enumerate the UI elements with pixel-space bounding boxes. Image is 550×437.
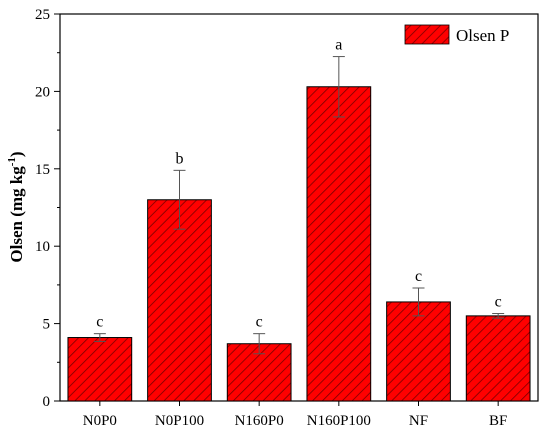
y-tick-label: 5 — [43, 317, 51, 333]
error-bars-group — [93, 56, 505, 355]
legend-swatch — [404, 24, 450, 45]
bars-group — [67, 86, 531, 402]
x-tick-label: BF — [489, 413, 507, 429]
y-axis-label: Olsen (mg kg-1) — [6, 151, 26, 262]
bar — [386, 301, 451, 402]
significance-label: c — [415, 268, 422, 285]
y-axis: 0 5 10 15 20 25 — [35, 7, 60, 410]
y-tick-label: 25 — [35, 7, 50, 23]
significance-label: c — [495, 294, 502, 311]
y-tick-label: 10 — [35, 239, 50, 255]
bar — [147, 199, 212, 402]
significance-label: c — [96, 314, 103, 331]
y-tick-label: 20 — [35, 84, 50, 100]
significance-label: a — [335, 37, 342, 54]
significance-label: b — [176, 150, 184, 167]
y-axis-label-main: Olsen (mg kg — [7, 166, 26, 263]
y-tick-label: 0 — [43, 394, 51, 410]
significance-labels-group: c b c a c c — [96, 37, 501, 331]
x-tick-label: N0P0 — [83, 413, 117, 429]
legend: Olsen P — [404, 24, 509, 45]
x-tick-label: NF — [409, 413, 428, 429]
x-axis: N0P0 N0P100 N160P0 N160P100 NF BF — [83, 401, 507, 429]
x-tick-label: N160P0 — [235, 413, 284, 429]
legend-label: Olsen P — [456, 26, 509, 45]
y-axis-label-superscript: -1 — [6, 157, 18, 166]
bar — [67, 337, 133, 402]
y-axis-label-close: ) — [7, 151, 26, 157]
x-tick-label: N0P100 — [155, 413, 204, 429]
bar — [306, 86, 372, 402]
x-tick-label: N160P100 — [307, 413, 371, 429]
significance-label: c — [256, 314, 263, 331]
y-tick-label: 15 — [35, 162, 50, 178]
bar — [465, 315, 531, 402]
